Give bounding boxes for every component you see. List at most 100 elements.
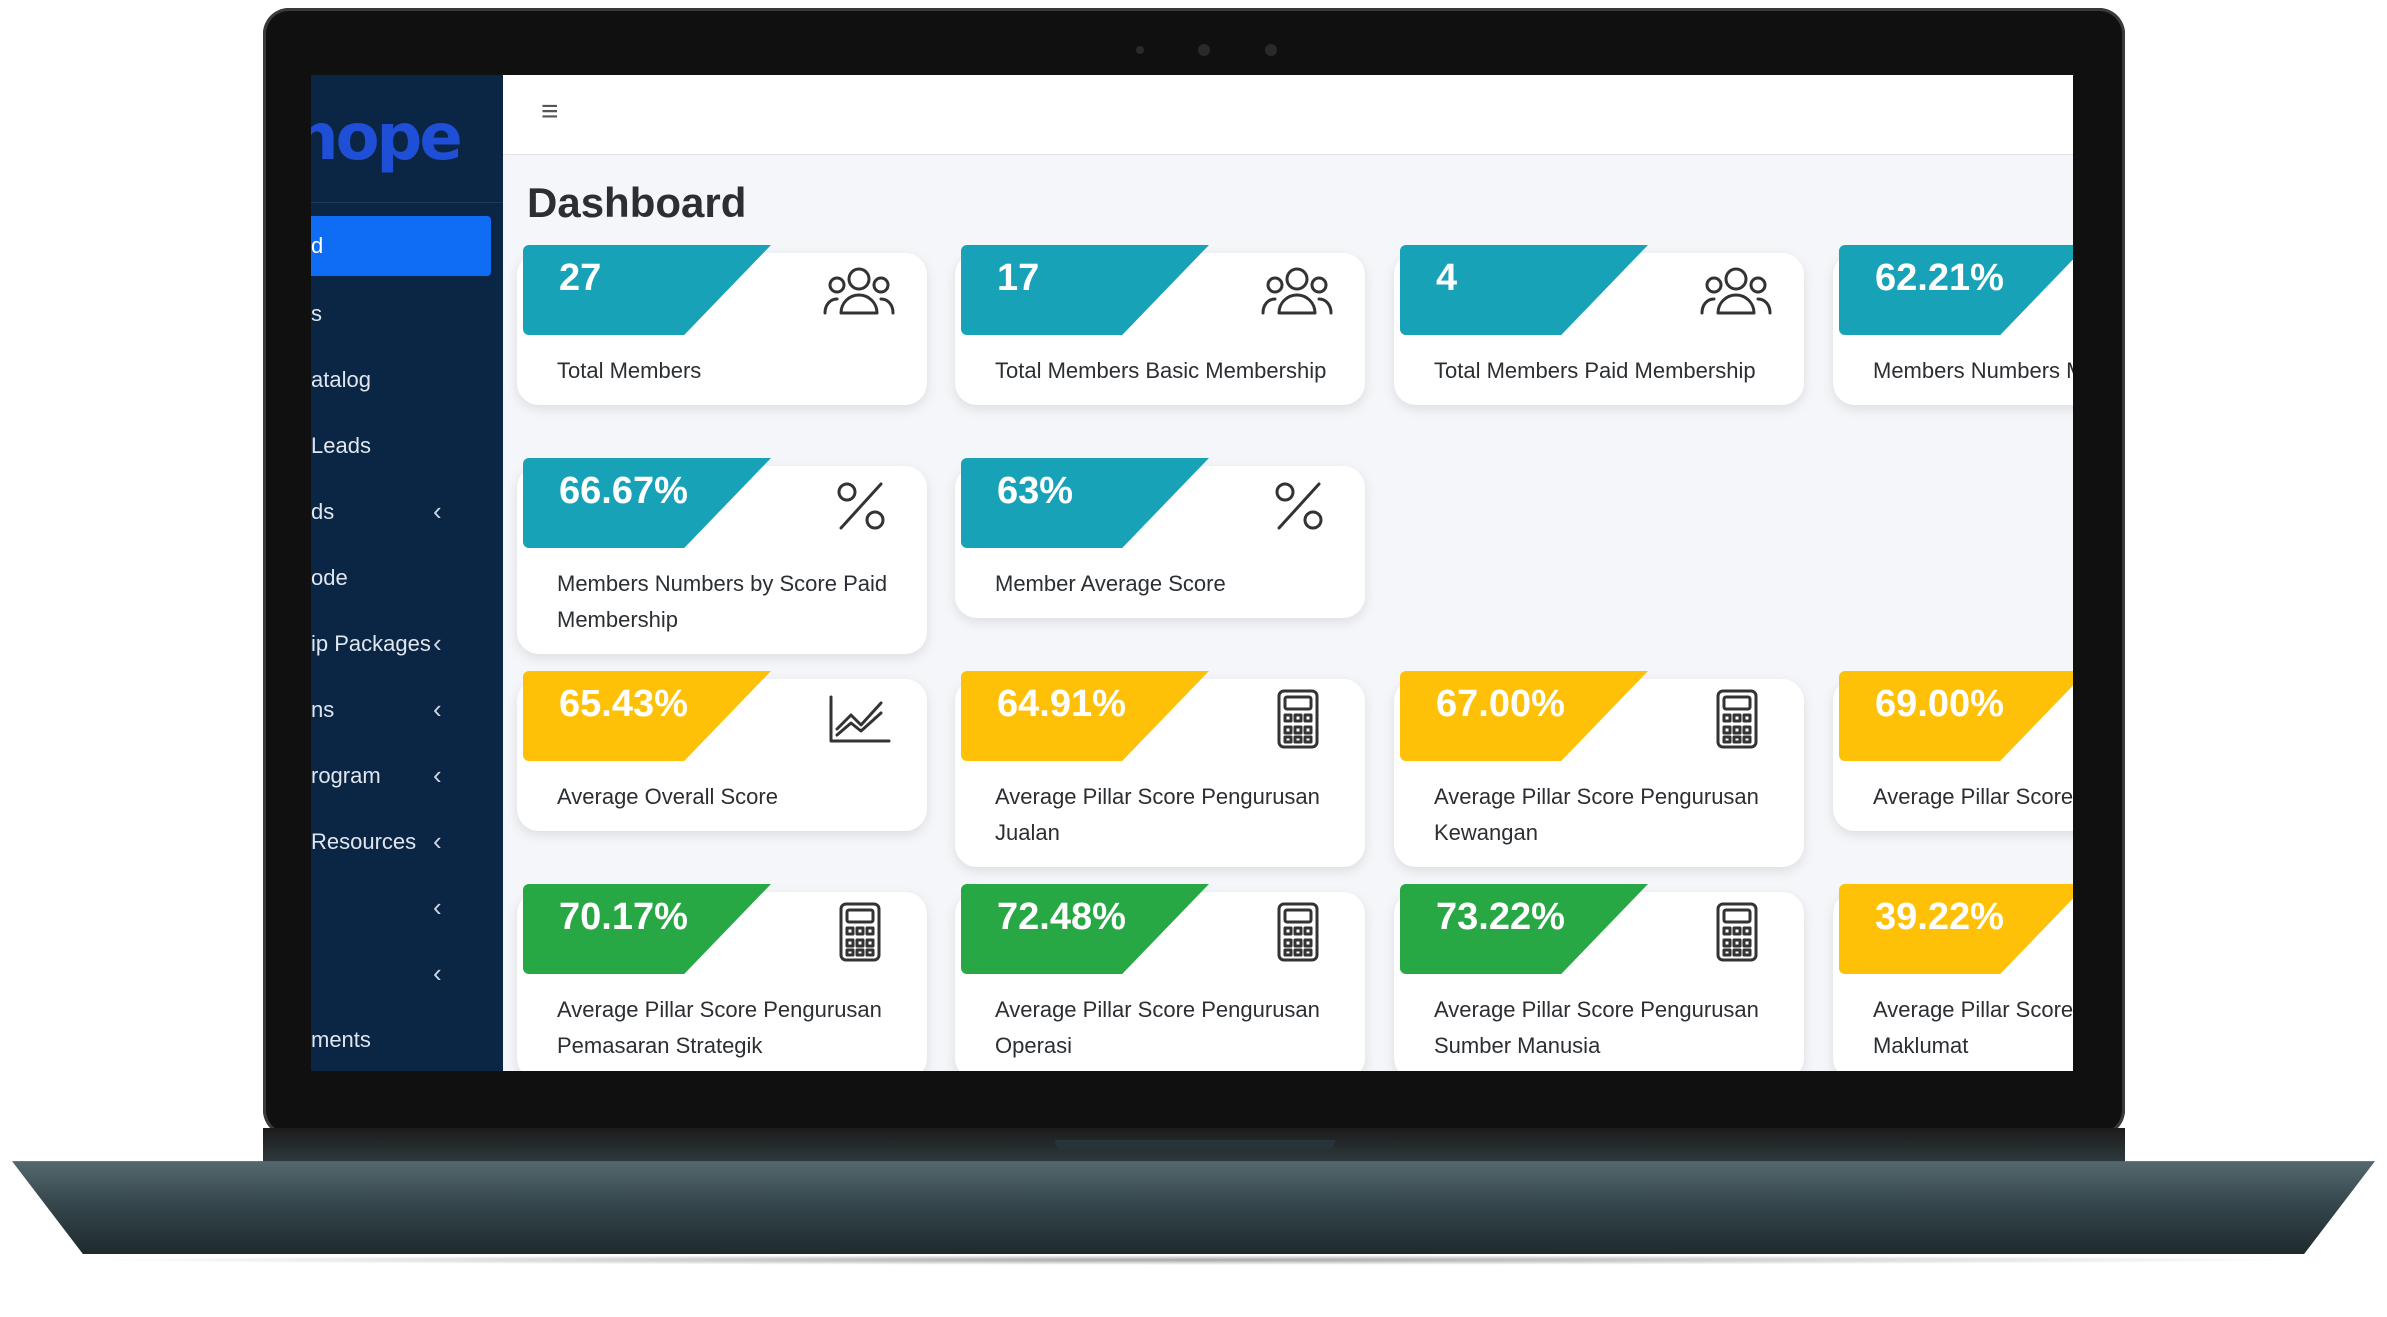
sidebar-item-label: ments (311, 1027, 371, 1052)
stat-card[interactable]: 63% Member Average Score (955, 458, 1365, 618)
calculator-icon (1261, 902, 1333, 962)
page-title: Dashboard (527, 179, 747, 226)
stat-value: 4 (1436, 257, 1458, 299)
chevron-left-icon: ‹ (433, 628, 442, 658)
screen: nope d s atalog Leads ds ‹ ode ip Packages ‹ ns ‹ r… (311, 75, 2073, 1071)
stat-card[interactable]: 65.43% Average Overall Score (517, 671, 927, 831)
stat-title: Average Pillar Score Pengurusan Sumber M… (1434, 997, 1759, 1058)
stat-card[interactable]: 69.00% Average Pillar Score Perakaunan (1833, 671, 2073, 831)
stat-value: 72.48% (997, 896, 1126, 938)
stat-title: Average Pillar Score Teknologi Maklumat (1873, 997, 2073, 1058)
stat-badge: 63% (961, 458, 1209, 548)
stat-card[interactable]: 62.21% Members Numbers Membership (1833, 245, 2073, 405)
calculator-icon (1261, 689, 1333, 749)
stat-card[interactable]: 39.22% Average Pillar Score Teknologi Ma… (1833, 884, 2073, 1071)
brand-logo[interactable]: nope (311, 101, 463, 175)
sidebar-item[interactable]: ‹ (311, 878, 503, 938)
stat-badge: 73.22% (1400, 884, 1648, 974)
stat-value: 39.22% (1875, 896, 2004, 938)
stat-value: 27 (559, 257, 602, 299)
sidebar-item-label: ns (311, 697, 335, 722)
chevron-left-icon: ‹ (433, 496, 442, 526)
stat-value: 70.17% (559, 896, 688, 938)
stat-badge: 4 (1400, 245, 1648, 335)
calculator-icon (1700, 689, 1772, 749)
stat-title: Total Members (557, 358, 702, 383)
sidebar-item-label: Resources (311, 829, 417, 854)
sidebar-item[interactable]: s (311, 284, 503, 344)
calculator-icon (1700, 902, 1772, 962)
users-icon (1700, 263, 1772, 323)
stat-card[interactable]: 72.48% Average Pillar Score Pengurusan O… (955, 884, 1365, 1071)
sidebar-item[interactable]: ments (311, 1010, 503, 1070)
stat-badge: 17 (961, 245, 1209, 335)
chevron-left-icon: ‹ (433, 958, 442, 988)
stat-value: 64.91% (997, 683, 1126, 725)
sidebar-item-label: ip Packages (311, 631, 431, 656)
percent-icon (1261, 476, 1333, 536)
sidebar-item[interactable]: d (311, 216, 491, 276)
sidebar-item-label: d (311, 233, 324, 258)
stat-title: Total Members Basic Membership (995, 358, 1327, 383)
brand: nope (311, 75, 503, 203)
stat-value: 67.00% (1436, 683, 1565, 725)
stat-value: 17 (997, 257, 1040, 299)
stat-badge: 39.22% (1839, 884, 2073, 974)
sidebar: nope d s atalog Leads ds ‹ ode ip Packages ‹ ns ‹ r… (311, 75, 503, 1071)
stat-badge: 66.67% (523, 458, 771, 548)
stat-badge: 70.17% (523, 884, 771, 974)
stat-card[interactable]: 64.91% Average Pillar Score Pengurusan J… (955, 671, 1365, 867)
stat-title: Average Pillar Score Pengurusan Pemasara… (557, 997, 882, 1058)
stat-badge: 62.21% (1839, 245, 2073, 335)
percent-icon (823, 476, 895, 536)
sidebar-item[interactable]: Leads (311, 416, 503, 476)
sidebar-item-label: Leads (311, 433, 371, 458)
stat-card[interactable]: 70.17% Average Pillar Score Pengurusan P… (517, 884, 927, 1071)
hamburger-icon[interactable]: ≡ (541, 95, 559, 128)
sidebar-item[interactable]: rogram ‹ (311, 746, 503, 806)
stat-value: 66.67% (559, 470, 688, 512)
stat-card[interactable]: 67.00% Average Pillar Score Pengurusan K… (1394, 671, 1804, 867)
sidebar-item-label: rogram (311, 763, 381, 788)
stat-value: 62.21% (1875, 257, 2004, 299)
stat-card[interactable]: 4 Total Members Paid Membership (1394, 245, 1804, 405)
sidebar-item[interactable]: Resources ‹ (311, 812, 503, 872)
stat-card[interactable]: 27 Total Members (517, 245, 927, 405)
stat-title: Average Overall Score (557, 784, 778, 809)
stat-badge: 69.00% (1839, 671, 2073, 761)
stat-title: Average Pillar Score Pengurusan Operasi (995, 997, 1320, 1058)
sidebar-item[interactable]: ode (311, 548, 503, 608)
sidebar-item[interactable]: ‹ (311, 944, 503, 1004)
stat-badge: 64.91% (961, 671, 1209, 761)
calculator-icon (823, 902, 895, 962)
laptop-notch (1055, 1140, 1335, 1150)
stat-title: Average Pillar Score Perakaunan (1873, 784, 2073, 809)
chevron-left-icon: ‹ (433, 760, 442, 790)
topbar: ≡ (503, 75, 2073, 155)
sensor-dot (1265, 44, 1277, 56)
sidebar-item-label: ode (311, 565, 348, 590)
stat-badge: 67.00% (1400, 671, 1648, 761)
stat-card[interactable]: 17 Total Members Basic Membership (955, 245, 1365, 405)
laptop-base (12, 1161, 2375, 1254)
users-icon (1261, 263, 1333, 323)
sidebar-item[interactable]: ns ‹ (311, 680, 503, 740)
webcam (1198, 44, 1210, 56)
stat-title: Average Pillar Score Pengurusan Kewangan (1434, 784, 1759, 845)
sidebar-item-label: atalog (311, 367, 371, 392)
chevron-left-icon: ‹ (433, 892, 442, 922)
sidebar-item[interactable]: atalog (311, 350, 503, 410)
chart-line-icon (823, 689, 895, 749)
stat-card[interactable]: 73.22% Average Pillar Score Pengurusan S… (1394, 884, 1804, 1071)
sidebar-item[interactable]: ip Packages ‹ (311, 614, 503, 674)
stat-value: 69.00% (1875, 683, 2004, 725)
stat-title: Members Numbers Membership (1873, 358, 2073, 383)
stat-card[interactable]: 66.67% Members Numbers by Score Paid Mem… (517, 458, 927, 654)
stat-title: Average Pillar Score Pengurusan Jualan (995, 784, 1320, 845)
stat-title: Member Average Score (995, 571, 1226, 596)
stat-badge: 65.43% (523, 671, 771, 761)
users-icon (823, 263, 895, 323)
laptop-shadow (70, 1255, 2320, 1265)
sidebar-item[interactable]: ds ‹ (311, 482, 503, 542)
stat-value: 73.22% (1436, 896, 1565, 938)
